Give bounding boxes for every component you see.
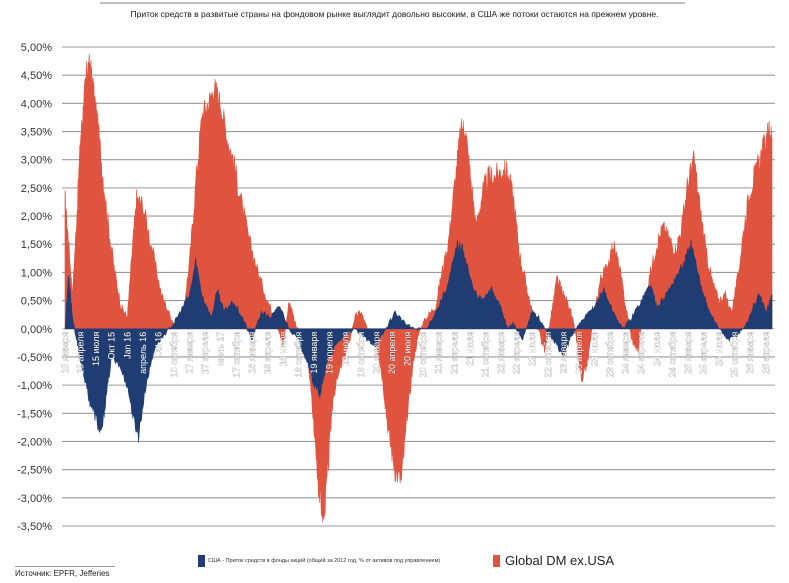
x-tick-label: 24 октября <box>667 332 677 378</box>
x-tick-label: 17 января <box>185 332 195 374</box>
x-axis-tick-labels: 15 января 15 апреля 15 июля Окт 15 Jan 16 апр… <box>60 332 771 378</box>
x-tick-label: 10 октября <box>169 332 179 378</box>
x-tick-label: 17 апреля <box>200 332 210 374</box>
x-tick-label: 23 октября <box>605 332 615 378</box>
x-tick-label: 21 января <box>434 332 444 374</box>
x-tick-label: 24 января <box>621 332 631 374</box>
y-tick-label: 2,00% <box>21 211 52 223</box>
x-tick-label: 18 июля <box>278 332 288 366</box>
y-tick-label: -1,00% <box>17 380 52 392</box>
x-tick-label: 21 июля <box>465 332 475 366</box>
x-tick-label: Jul 16 <box>153 332 163 356</box>
x-tick-label: 24 апреля <box>636 332 646 374</box>
y-tick-label: -2,50% <box>17 465 52 477</box>
legend-label-us: США - Приток средств в фонды акций (общи… <box>208 558 441 564</box>
x-tick-label: 19 июля <box>340 332 350 366</box>
legend-swatch-us <box>198 555 205 567</box>
x-tick-label: 26 апреля <box>761 332 771 374</box>
x-tick-label: 21 апреля <box>449 332 459 374</box>
x-tick-label: 15 апреля <box>76 332 86 374</box>
source-divider <box>15 566 115 567</box>
x-tick-label: 23 апреля <box>574 332 584 374</box>
x-tick-label: 22 января <box>496 332 506 374</box>
x-tick-label: 25 января <box>683 332 693 374</box>
series-us-area <box>64 239 773 443</box>
y-tick-label: -3,00% <box>17 493 52 505</box>
x-tick-label: 26 января <box>745 332 755 374</box>
x-tick-label: 20 января <box>372 332 382 374</box>
series-area <box>64 239 773 443</box>
x-tick-label: 20 октября <box>418 332 428 378</box>
x-tick-label: 20 июля <box>403 332 413 366</box>
y-tick-label: -2,00% <box>17 436 52 448</box>
x-tick-label: 20 апреля <box>387 332 397 374</box>
y-axis-tick-labels: 5,00% 4,50% 4,00% 3,50% 3,00% 2,50% 2,00% 1,50%… <box>17 42 52 533</box>
chart-title: Приток средств в развитые страны на фонд… <box>130 9 659 19</box>
x-tick-label: 25 июля <box>714 332 724 366</box>
top-rule <box>100 2 685 4</box>
y-tick-label: 3,50% <box>21 127 52 139</box>
x-tick-label: Jan 16 <box>122 332 132 359</box>
x-tick-label: июль 17 <box>216 332 226 366</box>
x-tick-label: 19 января <box>309 332 319 374</box>
legend-swatch-dm <box>493 555 500 567</box>
legend-label-dm: Global DM ex.USA <box>505 553 615 568</box>
x-tick-label: 25 октября <box>730 332 740 378</box>
x-tick-label: 19 октября <box>356 332 366 378</box>
x-tick-label: Окт 15 <box>107 332 117 360</box>
y-tick-label: 1,00% <box>21 267 52 279</box>
y-tick-label: 4,50% <box>21 70 52 82</box>
x-tick-label: 23 января <box>558 332 568 374</box>
y-tick-label: 5,00% <box>21 42 52 54</box>
x-tick-label: 18 апреля <box>262 332 272 374</box>
x-tick-label: 15 июля <box>91 332 101 366</box>
x-tick-label: 15 января <box>60 332 70 374</box>
y-tick-label: -0,50% <box>17 352 52 364</box>
x-tick-label: апрель 16 <box>138 332 148 374</box>
y-tick-label: 0,00% <box>21 324 52 336</box>
x-tick-label: 23 июля <box>590 332 600 366</box>
x-tick-label: 24 июля <box>652 332 662 366</box>
y-tick-label: -3,50% <box>17 521 52 533</box>
x-tick-label: 22 октября <box>543 332 553 378</box>
x-tick-label: 22 апреля <box>512 332 522 374</box>
y-tick-label: -1,50% <box>17 408 52 420</box>
x-tick-label: 18 октября <box>294 332 304 378</box>
series-global-dm-area <box>64 53 773 523</box>
x-tick-label: 18 января <box>247 332 257 374</box>
y-tick-label: 2,50% <box>21 183 52 195</box>
source-note: Источник: EPFR, Jefferies <box>15 569 110 578</box>
x-tick-label: 19 апреля <box>325 332 335 374</box>
x-tick-label: 21 октября <box>481 332 491 378</box>
x-tick-label: 22 июля <box>527 332 537 366</box>
y-tick-label: 4,00% <box>21 98 52 110</box>
series-area <box>64 53 773 523</box>
x-tick-label: 25 апреля <box>699 332 709 374</box>
y-tick-label: 1,50% <box>21 239 52 251</box>
y-tick-label: 0,50% <box>21 296 52 308</box>
y-tick-label: 3,00% <box>21 155 52 167</box>
x-tick-label: 17 октября <box>231 332 241 378</box>
